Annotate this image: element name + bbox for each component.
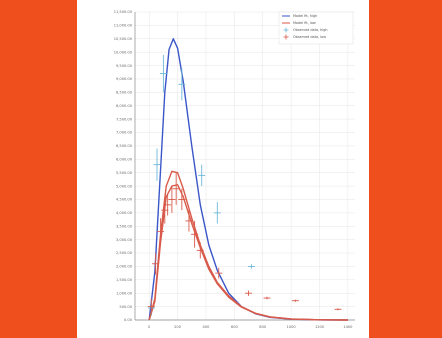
legend-entry: Observed data, high <box>283 27 328 33</box>
x-tick-label: 600 <box>231 325 239 329</box>
y-tick-label: 10,500.00 <box>114 37 133 41</box>
y-tick-label: 11,000.00 <box>114 24 133 28</box>
data-point <box>191 220 199 248</box>
legend-label: Observed data, low <box>293 35 326 39</box>
y-tick-label: 4,000.00 <box>116 211 133 215</box>
data-point <box>168 186 176 213</box>
y-tick-label: 3,500.00 <box>116 224 133 228</box>
x-tick-label: 1200 <box>315 325 325 329</box>
data-point <box>153 148 161 181</box>
legend-box <box>278 11 354 45</box>
line-chart: 0.00 500.00 1,000.00 1,500.00 2,000.00 2,500.… <box>77 0 369 338</box>
y-tick-label: 3,000.00 <box>116 238 133 242</box>
legend-entry: Model fit, high <box>282 14 317 18</box>
y-tick-label: 11,500.00 <box>114 10 133 14</box>
data-point <box>213 202 221 224</box>
y-tick-label: 8,500.00 <box>116 91 133 95</box>
y-tick-label: 8,000.00 <box>116 104 133 108</box>
data-point <box>215 267 223 279</box>
data-point <box>178 188 186 211</box>
legend-label: Model fit, high <box>293 14 317 18</box>
data-point <box>159 54 167 93</box>
y-tick-label: 2,000.00 <box>116 265 133 269</box>
data-point <box>291 299 299 302</box>
data-point <box>247 264 255 269</box>
data-point <box>196 242 204 259</box>
data-point <box>157 218 165 246</box>
data-point <box>198 164 206 187</box>
x-tick-label: 800 <box>259 325 267 329</box>
y-tick-label: 6,000.00 <box>116 158 133 162</box>
data-point <box>334 308 342 311</box>
legend-entry: Model fit, low <box>282 21 316 25</box>
y-tick-label: 1,000.00 <box>116 291 133 295</box>
legend-label: Observed data, high <box>293 28 328 32</box>
y-tick-label: 500.00 <box>119 305 132 309</box>
y-tick-label: 9,000.00 <box>116 77 133 81</box>
data-point <box>152 253 160 275</box>
y-tick-label: 4,500.00 <box>116 198 133 202</box>
data-point <box>178 68 186 101</box>
chart-panel: 0.00 500.00 1,000.00 1,500.00 2,000.00 2,500.… <box>77 0 369 338</box>
y-tick-label: 5,500.00 <box>116 171 133 175</box>
y-tick-label: 7,500.00 <box>116 117 133 121</box>
data-point <box>263 296 271 300</box>
data-point <box>164 194 172 216</box>
y-tick-label: 0.00 <box>124 318 133 322</box>
x-tick-label: 0 <box>148 325 151 329</box>
y-tick-label: 2,500.00 <box>116 251 133 255</box>
y-tick-label: 7,000.00 <box>116 131 133 135</box>
y-tick-label: 10,000.00 <box>114 50 133 54</box>
y-tick-label: 1,500.00 <box>116 278 133 282</box>
y-tick-label: 9,500.00 <box>116 64 133 68</box>
x-tick-label: 400 <box>203 325 211 329</box>
series-points <box>147 54 342 316</box>
data-point <box>161 196 169 224</box>
data-point <box>185 210 193 232</box>
y-tick-label: 6,500.00 <box>116 144 133 148</box>
legend-label: Model fit, low <box>293 21 316 25</box>
x-tick-label: 1400 <box>343 325 353 329</box>
data-point <box>245 290 253 296</box>
x-tick-label: 1000 <box>287 325 297 329</box>
data-point <box>172 172 180 205</box>
x-tick-label: 200 <box>174 325 182 329</box>
tick-labels: 0.00 500.00 1,000.00 1,500.00 2,000.00 2,500.… <box>114 10 353 329</box>
y-tick-label: 5,000.00 <box>116 184 133 188</box>
legend: Model fit, high Model fit, low Observed da… <box>278 11 354 45</box>
legend-entry: Observed data, low <box>283 34 326 40</box>
data-point <box>147 298 155 315</box>
